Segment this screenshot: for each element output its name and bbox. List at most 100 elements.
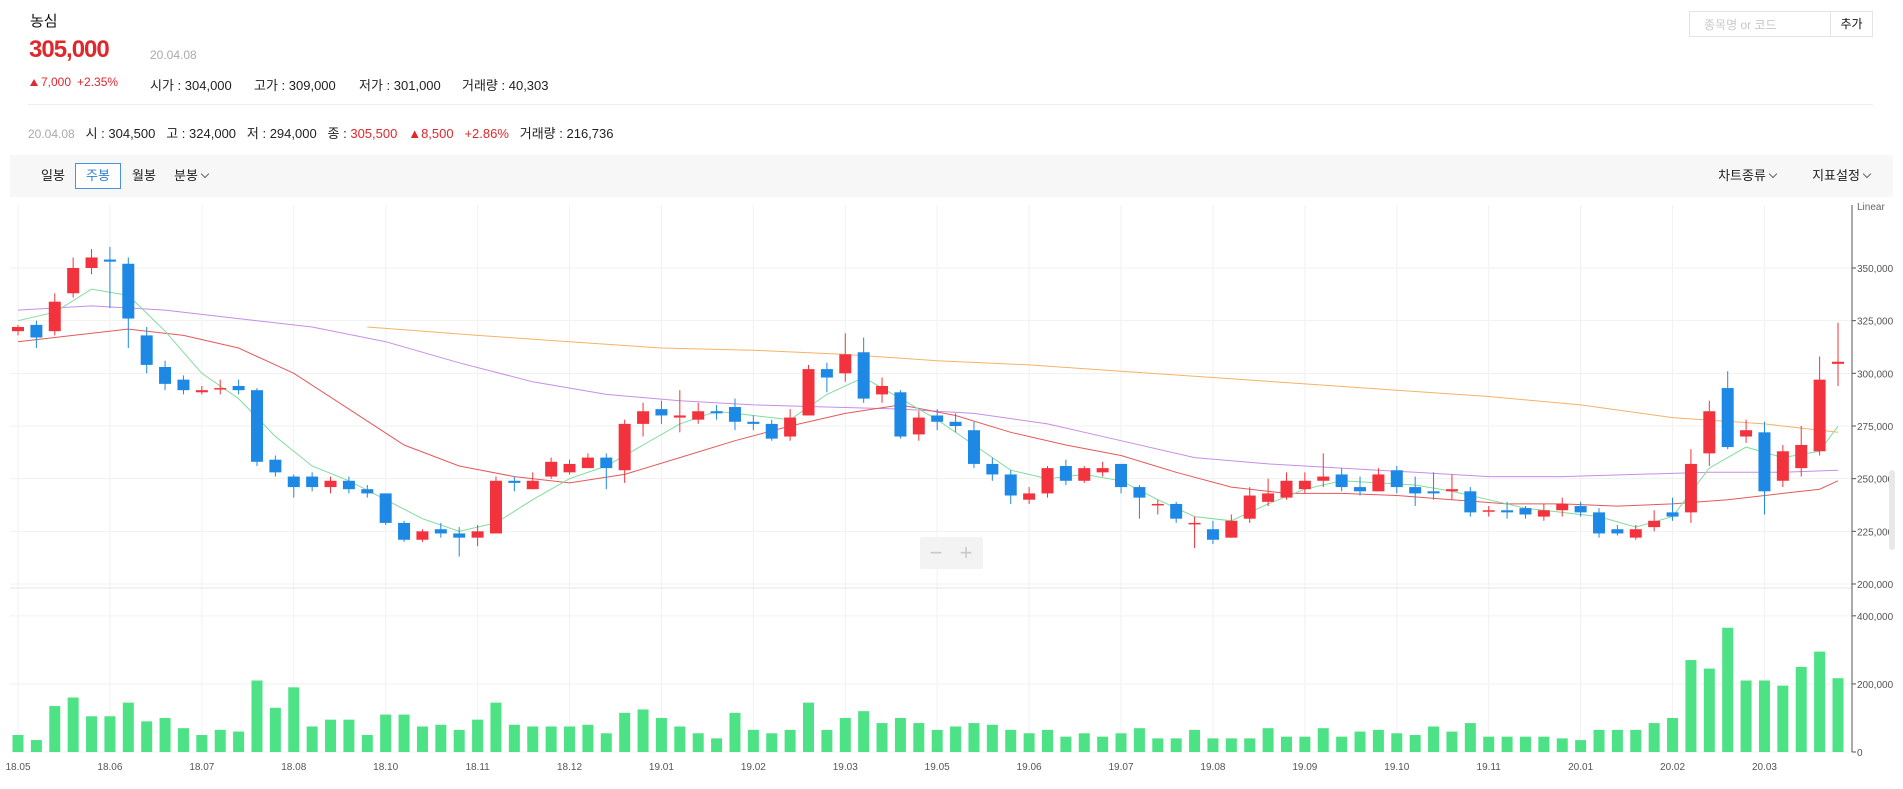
add-button[interactable]: 추가 [1831,11,1873,37]
volume-bar [674,726,686,752]
candle-body [967,430,980,464]
candle-body [1409,487,1422,494]
candle-body [85,257,98,268]
candle-body [912,417,925,435]
volume-bar [876,723,888,752]
zoom-in-button[interactable]: + [959,540,973,565]
candle-body [526,480,539,490]
stock-search-box[interactable] [1689,11,1831,37]
candle-body [1648,520,1661,528]
volume-bar [159,717,171,752]
open-label: 시가 [150,78,174,93]
tab-monthly[interactable]: 월봉 [132,168,156,183]
volume-bar [600,733,612,752]
candle-body [1243,495,1256,519]
candle-body [1115,463,1128,488]
low-label: 저가 [359,78,383,93]
candle-body [673,415,686,418]
date-tick-label: 18.10 [373,762,398,773]
volume-bar [141,721,153,752]
volume-bar [1446,731,1458,752]
stock-name: 농심 [30,13,58,30]
ma60-line [17,305,1839,478]
candle-body [710,411,723,414]
candle-body [1721,388,1734,448]
volume-bar [527,726,539,752]
candle-body [949,421,962,426]
tab-daily[interactable]: 일봉 [41,168,65,183]
ma120-line [367,326,1839,433]
volume-bar [894,717,906,752]
zoom-out-button[interactable]: − [929,540,943,565]
candle-body [986,463,999,475]
weekly-open-label: 시 [85,126,98,141]
candle-body [1206,529,1219,540]
volume-bar [729,712,741,752]
volume-bar [1464,723,1476,752]
volume-bar [1722,627,1734,752]
volume-bar [1428,726,1440,752]
candle-body [728,407,741,422]
indicator-settings-dropdown[interactable]: 지표설정 [1804,163,1878,189]
candle-body [1464,491,1477,513]
price-tick-label: 350,000 [1857,264,1894,275]
candle-body [857,352,870,399]
volume-bar [655,717,667,752]
volume-bar [1758,680,1770,752]
price-chart[interactable]: Linear 200,000 225,000 250,000 275,000 300,00… [0,200,1903,789]
volume-bar [1152,738,1164,752]
weekly-low-label: 저 [246,126,259,141]
scroll-handle[interactable] [1889,470,1895,550]
price-tick-label: 225,000 [1857,527,1894,538]
volume-bar [1133,728,1145,752]
candle-body [1574,506,1587,513]
change-amount: 7,000 [41,75,72,89]
candle-body [12,326,24,332]
candle-body [1390,470,1403,488]
candle-body [563,463,576,473]
date-tick-label: 19.06 [1017,762,1042,773]
candle-body [67,267,80,294]
weekly-high-label: 고 [166,126,179,141]
date-tick-label: 20.03 [1752,762,1777,773]
candle-body [1684,463,1697,513]
date-tick-label: 19.11 [1477,762,1502,773]
date-tick-label: 19.01 [649,762,674,773]
volume-bar [269,707,281,752]
volume-bar [1097,736,1109,752]
volume-bar [1244,738,1256,752]
candle-body [1519,508,1532,515]
high-label: 고가 [254,78,278,93]
candle-body [103,259,116,262]
candle-body [839,354,852,374]
weekly-low: 294,000 [269,126,317,141]
candle-body [1317,476,1330,481]
chart-type-dropdown[interactable]: 차트종류 [1710,163,1784,189]
tab-minute[interactable]: 분봉 [168,163,214,189]
weekly-close: 305,500 [350,126,398,141]
date-tick-label: 19.07 [1109,762,1134,773]
candle-body [214,388,227,390]
candle-body [471,531,484,538]
volume-bar [435,724,447,752]
price-tick-label: 300,000 [1857,369,1894,380]
candle-body [747,421,760,424]
candle-body [361,489,374,494]
candle-body [1758,432,1771,492]
volume-bar [931,729,943,752]
volume-info: 거래량 : 40,303 [462,78,549,93]
volume-bar [343,719,355,752]
weekly-change-percent: +2.86% [464,126,509,141]
candle-body [600,457,613,469]
tab-weekly[interactable]: 주봉 [75,163,121,189]
volume-bar [1189,729,1201,752]
weekly-volume: 216,736 [566,126,614,141]
volume-bar [803,702,815,752]
stock-search-input[interactable] [1702,13,1831,37]
price-tick-label: 325,000 [1857,317,1894,328]
volume-bar [766,733,778,752]
price-date: 20.04.08 [150,48,197,62]
volume-bar [1832,678,1844,752]
date-tick-label: 19.05 [925,762,950,773]
volume-bar [1005,729,1017,752]
